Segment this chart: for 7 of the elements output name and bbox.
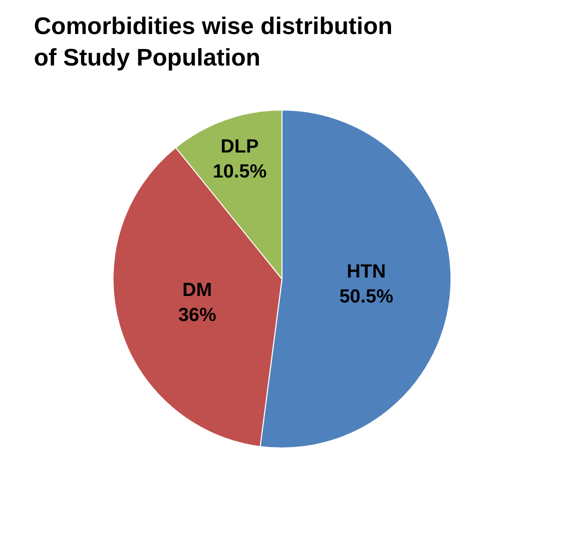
data-label: 10.5% [212,161,267,182]
slice-label: DM [182,280,212,302]
data-label: 50.5% [339,286,394,308]
slice-label: DLP [220,136,260,158]
chart-title: Comorbidities wise distribution of Study Population [34,13,393,72]
data-label: 36% [178,304,216,326]
slice-label: HTN [346,262,386,283]
